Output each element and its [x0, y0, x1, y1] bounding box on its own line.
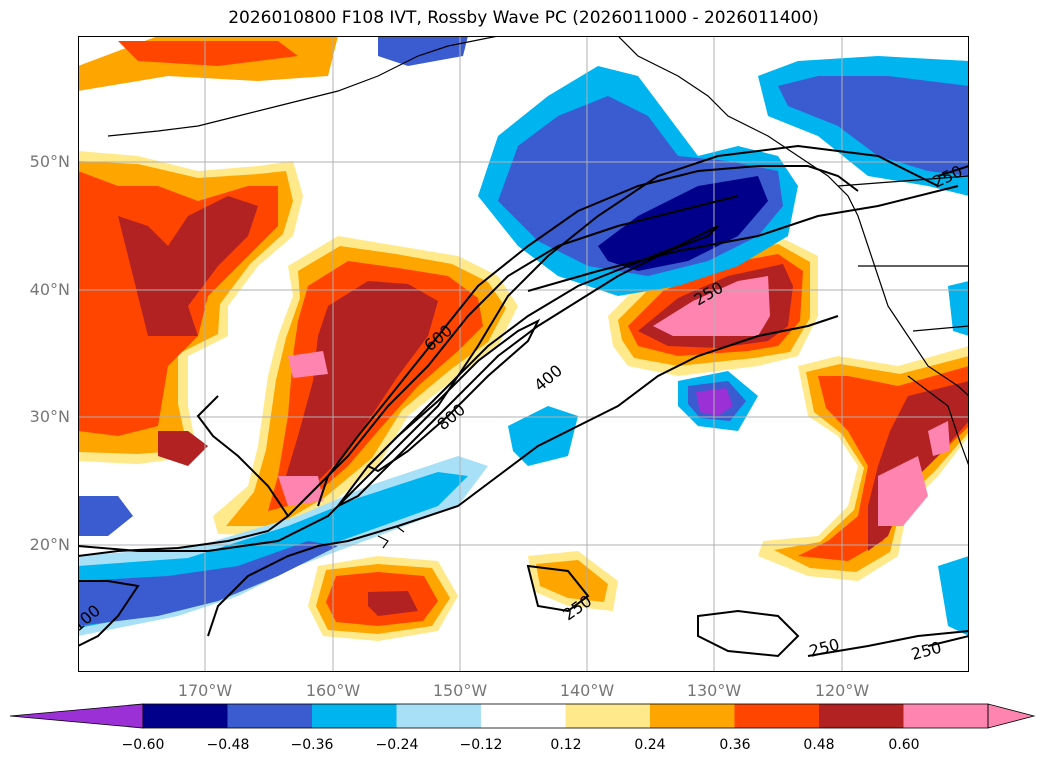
colorbar-bin: [565, 704, 651, 728]
contour-label-250-far-se: 250: [909, 638, 943, 664]
colorbar-bin: [143, 704, 228, 728]
colorbar-bin: [481, 704, 566, 728]
colorbar-bin: [734, 704, 820, 728]
lon-label-170w: 170°W: [177, 681, 233, 700]
colorbar-tick-label: −0.48: [206, 737, 250, 753]
colorbar-extend-low: [10, 703, 144, 729]
positive-anomaly-south: [78, 36, 618, 641]
colorbar-tick-label: 0.12: [550, 737, 582, 753]
lon-label-140w: 140°W: [559, 681, 615, 700]
lat-label-40n: 40°N: [29, 280, 70, 299]
colorbar-tick-label: 0.24: [634, 737, 666, 753]
contour-label-400: 400: [530, 361, 566, 395]
positive-anomaly-coast: [758, 346, 969, 581]
colorbar-bins: [143, 704, 989, 728]
colorbar: [10, 703, 1036, 729]
positive-anomaly-west: [78, 151, 303, 466]
negative-anomaly-sw: [78, 281, 969, 636]
colorbar-bin: [312, 704, 397, 728]
positive-anomaly-ar: [213, 236, 518, 536]
lat-label-50n: 50°N: [29, 152, 70, 171]
colorbar-bin: [819, 704, 904, 728]
colorbar-tick-label: 0.60: [888, 737, 920, 753]
lon-label-150w: 150°W: [432, 681, 488, 700]
colorbar-tick-label: 0.36: [719, 737, 751, 753]
lat-label-20n: 20°N: [29, 535, 70, 554]
pc-contours: [78, 144, 969, 658]
lon-label-160w: 160°W: [305, 681, 361, 700]
colorbar-bin: [903, 704, 989, 728]
map-title: 2026010800 F108 IVT, Rossby Wave PC (202…: [228, 8, 819, 28]
colorbar-bin: [650, 704, 735, 728]
map-panel: 250 250 250 250 250 400 600 800 100: [78, 36, 969, 672]
colorbar-extend-high: [987, 703, 1036, 729]
coastlines: [107, 36, 969, 549]
lat-label-30n: 30°N: [29, 407, 70, 426]
negative-anomaly-ne: [378, 36, 969, 296]
colorbar-tick-label: −0.36: [290, 737, 334, 753]
lon-label-120w: 120°W: [814, 681, 870, 700]
lon-label-130w: 130°W: [686, 681, 742, 700]
colorbar-tick-label: −0.60: [121, 737, 165, 753]
graticule: [78, 36, 969, 672]
colorbar-tick-label: −0.24: [375, 737, 419, 753]
map-canvas: 250 250 250 250 250 400 600 800 100: [78, 36, 969, 672]
colorbar-tick-label: 0.48: [803, 737, 835, 753]
colorbar-bin: [396, 704, 482, 728]
contour-label-250-se: 250: [807, 635, 841, 661]
colorbar-tick-label: −0.12: [459, 737, 503, 753]
colorbar-bin: [227, 704, 313, 728]
